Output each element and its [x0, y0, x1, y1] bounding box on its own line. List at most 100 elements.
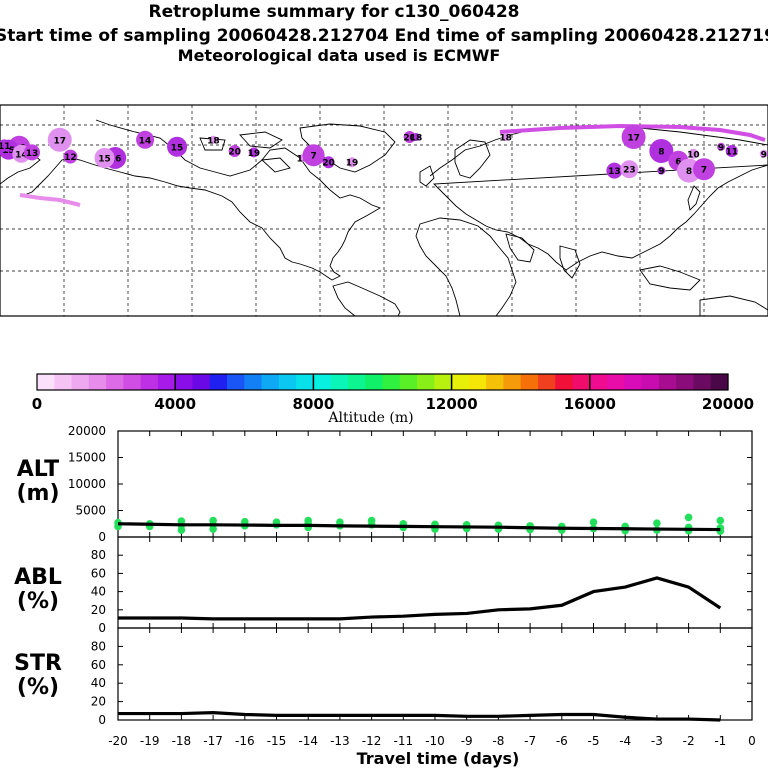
plume-marker: [606, 162, 623, 179]
colorbar-swatch: [537, 374, 556, 390]
plume-marker-label: 10: [687, 150, 700, 160]
colorbar-tick-label: 0: [32, 395, 42, 413]
plume-marker-label: 9: [761, 150, 767, 160]
colorbar-swatch: [589, 374, 608, 390]
plume-marker: [412, 133, 420, 141]
plume-marker: [649, 139, 674, 163]
x-tick-label: -17: [203, 734, 223, 748]
x-tick-label: -16: [235, 734, 255, 748]
alt-scatter-point: [589, 518, 598, 526]
plume-marker: [501, 133, 510, 141]
plume-tracks: [19, 123, 766, 207]
sampling-times: Start time of sampling 20060428.212704 E…: [0, 26, 768, 46]
plume-marker-label: 19: [248, 149, 261, 159]
y-tick-label: 80: [91, 639, 106, 653]
plume-marker: [347, 157, 357, 168]
coast-north-america: [21, 119, 382, 281]
plume-marker-label: 13: [26, 149, 39, 159]
plume-marker: [657, 166, 666, 175]
alt-scatter-point: [177, 526, 186, 534]
alt-unit: (m): [16, 481, 59, 506]
plume-marker-label: 20: [228, 148, 241, 158]
plume-marker: [94, 148, 115, 168]
x-tick-label: -7: [524, 734, 536, 748]
y-tick-label: 80: [91, 548, 106, 562]
plume-marker-label: 12: [64, 153, 77, 163]
x-tick-label: -11: [393, 734, 413, 748]
page-title: Retroplume summary for c130_060428: [148, 2, 520, 22]
y-tick-label: 5000: [75, 504, 106, 518]
colorbar-tick-label: 12000: [426, 395, 478, 413]
plume-marker-label: 20: [403, 134, 416, 144]
plume-marker: [63, 149, 78, 164]
plume-marker: [0, 139, 11, 152]
plume-marker: [302, 144, 325, 167]
series-line: [118, 711, 721, 722]
colorbar-swatch: [434, 374, 453, 390]
plume-marker: [167, 136, 188, 157]
plume-track-pacific: [19, 193, 81, 207]
x-tick-label: -18: [172, 734, 192, 748]
x-tick-label: -2: [683, 734, 695, 748]
plume-marker: [693, 158, 715, 181]
plume-marker-label: 8: [658, 148, 664, 158]
plume-marker-label: 18: [410, 134, 423, 144]
plume-marker-label: 15: [98, 155, 111, 165]
colorbar-swatch: [468, 374, 487, 390]
x-tick-label: -4: [619, 734, 631, 748]
plume-marker: [621, 125, 646, 149]
colorbar-swatch: [382, 374, 401, 390]
series-line: [117, 522, 721, 532]
colorbar-swatch: [710, 374, 729, 390]
plume-marker: [620, 160, 639, 179]
colorbar-swatch: [278, 374, 297, 390]
y-tick-label: 10000: [68, 477, 106, 491]
plume-marker-label: 11: [0, 142, 11, 152]
coast-africa: [415, 217, 517, 317]
abl-unit: (%): [17, 589, 59, 614]
plume-markers: 1615141311171216151415182019187201920181…: [0, 125, 768, 183]
x-tick-label: -10: [425, 734, 445, 748]
colorbar-swatch: [313, 374, 332, 390]
colorbar-swatch: [365, 374, 384, 390]
y-tick-label: 15000: [68, 451, 106, 465]
coast-south-america: [332, 281, 401, 317]
colorbar-swatch: [244, 374, 263, 390]
plume-marker-label: 8: [686, 167, 692, 177]
x-tick-label: -6: [556, 734, 568, 748]
colorbar-swatch: [555, 374, 574, 390]
alt-scatter-point: [684, 513, 693, 522]
plume-marker-label: 18: [499, 134, 512, 144]
x-tick-label: -19: [140, 734, 160, 748]
plume-marker-label: 9: [718, 143, 724, 153]
plume-marker-label: 18: [297, 155, 310, 165]
coast-japan-seasia-australia: [639, 185, 768, 317]
x-tick-label: -14: [298, 734, 318, 748]
y-tick-label: 60: [91, 566, 106, 580]
colorbar-swatch: [347, 374, 366, 390]
x-tick-label: -5: [588, 734, 600, 748]
x-tick-label: -15: [267, 734, 287, 748]
colorbar-swatch: [693, 374, 712, 390]
colorbar-swatch: [486, 374, 505, 390]
plume-marker: [228, 145, 241, 157]
colorbar-tick-label: 16000: [564, 395, 616, 413]
colorbar-swatch: [209, 374, 228, 390]
plume-marker-label: 6: [675, 157, 681, 167]
plume-marker: [322, 156, 335, 169]
plume-marker-label: 11: [725, 148, 738, 158]
colorbar-swatch: [676, 374, 695, 390]
colorbar-swatch: [192, 374, 211, 390]
colorbar-swatch: [572, 374, 591, 390]
colorbar-tick-label: 8000: [293, 395, 335, 413]
colorbar-frame: [36, 373, 729, 391]
y-tick-label: 0: [98, 621, 106, 635]
x-tick-label: -8: [492, 734, 504, 748]
plume-marker-label: 17: [627, 134, 640, 144]
plume-marker-label: 23: [623, 166, 636, 176]
colorbar-tick-label: 20000: [702, 395, 754, 413]
plume-marker-label: 9: [658, 167, 664, 177]
x-tick-label: -3: [651, 734, 663, 748]
colorbar-swatch: [520, 374, 539, 390]
